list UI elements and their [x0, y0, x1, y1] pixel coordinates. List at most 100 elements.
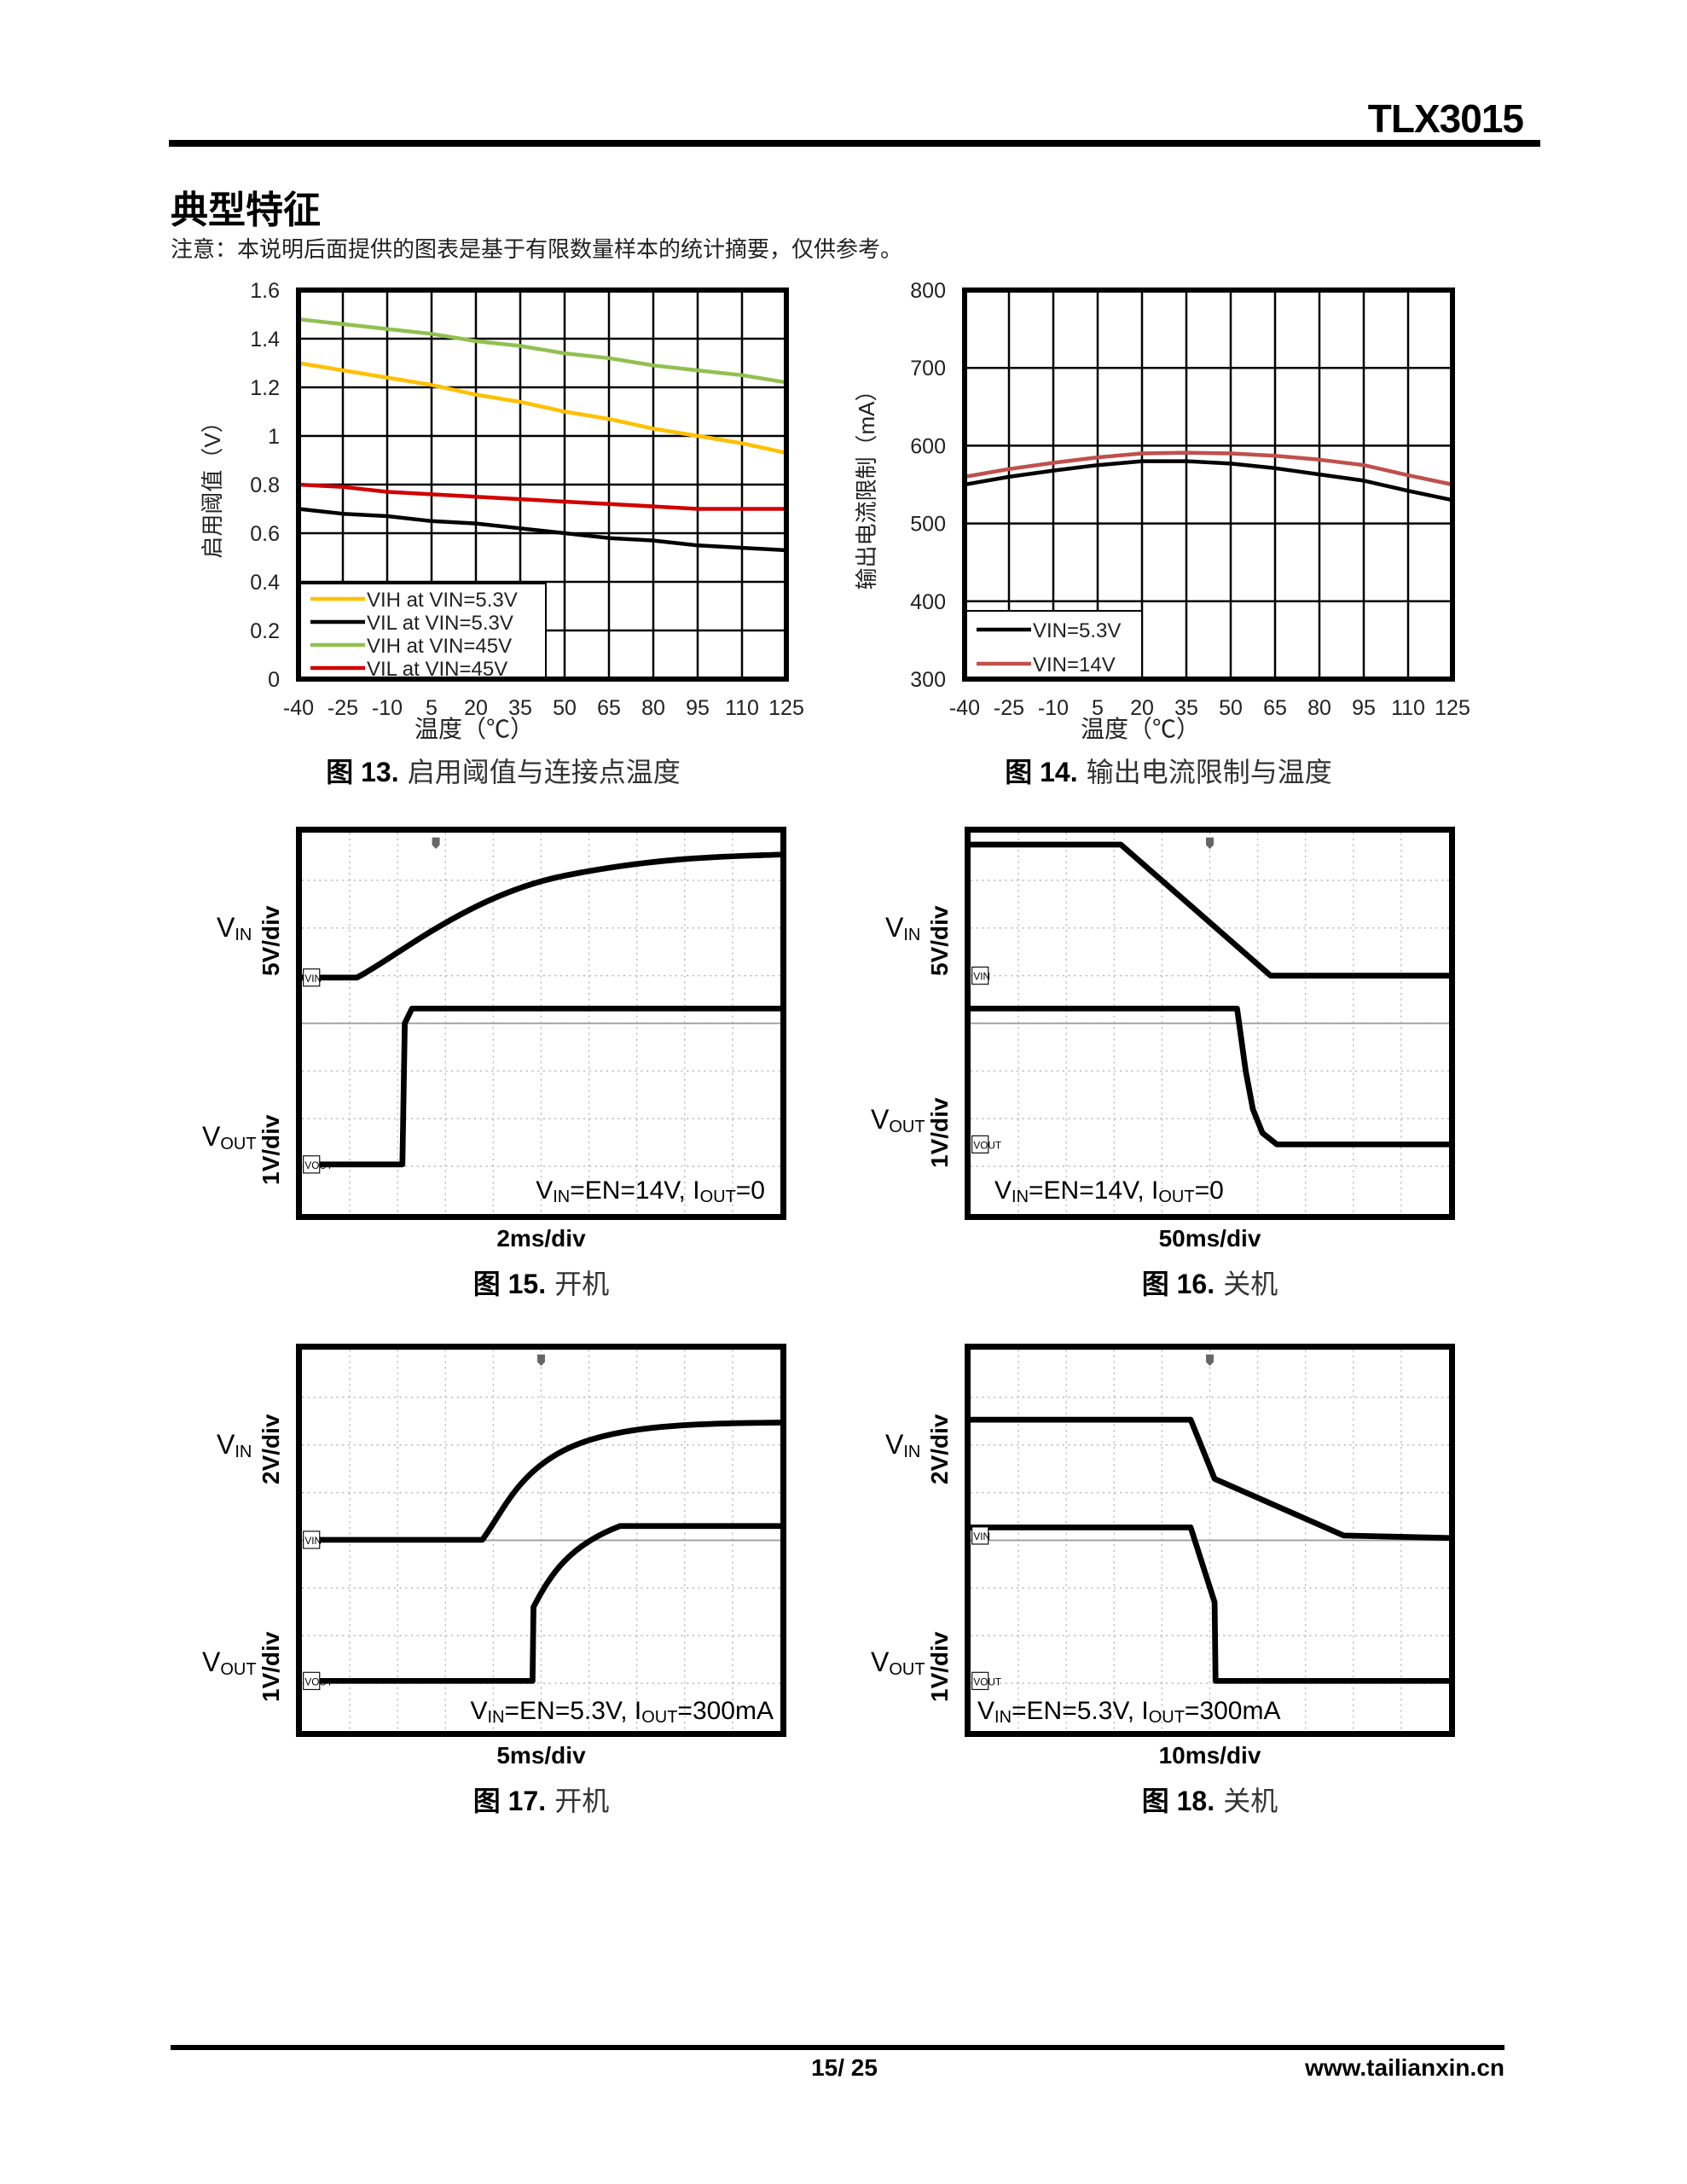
figure-title: 关机	[1223, 1268, 1278, 1300]
x-tick-label: 110	[1391, 696, 1425, 720]
condition-part: =0	[1194, 1176, 1224, 1205]
x-tick-label: 125	[1435, 696, 1470, 720]
test-condition: VIN=EN=5.3V, IOUT=300mA	[471, 1697, 774, 1728]
y-tick-label: 1.4	[250, 328, 280, 351]
x-tick-label: 20	[1130, 696, 1154, 720]
vout-waveform	[309, 1523, 780, 1684]
condition-part: IN	[553, 1188, 571, 1206]
y-tick-label: 500	[910, 513, 946, 537]
figure-title: 开机	[554, 1785, 610, 1817]
ch1-scale: 2V/div	[258, 1414, 284, 1484]
figure-caption-14: 图 14. 输出电流限制与温度	[1005, 756, 1332, 788]
vin-channel-label: VIN	[217, 1429, 252, 1462]
figure-caption: 图 18. 关机	[912, 1780, 1509, 1819]
trigger-marker-icon	[537, 1354, 545, 1366]
series-line	[964, 459, 1453, 502]
figure-number: 图 16.	[1141, 1269, 1215, 1299]
test-condition: VIN=EN=14V, IOUT=0	[994, 1176, 1224, 1207]
x-tick-label: 95	[686, 696, 710, 720]
ch1-marker	[971, 967, 989, 985]
ch2-scale: 1V/div	[258, 1631, 284, 1702]
condition-part: OUT	[699, 1188, 736, 1206]
timebase-label: 2ms/div	[496, 1225, 586, 1252]
vin-waveform	[971, 841, 1449, 979]
note-text: 注意：本说明后面提供的图表是基于有限数量样本的统计摘要，仅供参考。	[171, 237, 903, 263]
x-axis-label: 温度（℃）	[1081, 716, 1200, 742]
legend-label: VIN=14V	[1033, 653, 1116, 677]
ch2-scale: 1V/div	[926, 1631, 953, 1702]
vout-channel-label: VOUT	[871, 1647, 925, 1680]
ch2-marker-label: VOUT	[304, 1676, 333, 1687]
x-tick-label: 65	[597, 696, 621, 720]
vin-label-sub: IN	[903, 926, 921, 944]
ch2-marker	[303, 1155, 321, 1174]
y-axis-label: 输出电流限制（mA）	[854, 379, 879, 590]
legend-label: VIH at VIN=45V	[367, 635, 512, 658]
vout-label-main: V	[871, 1104, 890, 1135]
vout-waveform	[971, 1005, 1449, 1147]
ch1-scale: 2V/div	[926, 1414, 953, 1484]
figure-caption: 图 15. 开机	[243, 1263, 840, 1302]
x-tick-label: 125	[768, 696, 804, 720]
condition-part: =EN=14V, I	[570, 1176, 700, 1205]
scope-screen: VIN VOUT VIN=EN=14V, IOUT=0	[965, 827, 1455, 1220]
condition-part: =300mA	[677, 1697, 774, 1725]
page-number: 15/ 25	[811, 2054, 878, 2081]
x-tick-label: -25	[994, 696, 1024, 720]
y-tick-label: 1	[268, 425, 280, 449]
footer-rule	[171, 2045, 1504, 2050]
figure-caption: 图 17. 开机	[243, 1780, 840, 1819]
plot-frame	[962, 288, 1455, 682]
figure-caption-13: 图 13. 启用阈值与连接点温度	[326, 756, 681, 788]
condition-part: =EN=5.3V, I	[504, 1697, 642, 1725]
ch2-marker-label: VOUT	[973, 1140, 1001, 1151]
condition-part: OUT	[1158, 1188, 1195, 1206]
chart-fig13: 0 0.2 0.4 0.6 0.8 1 1.2 1.4 1.6 -40 -25 -10 5 20 35 50 6…	[200, 279, 804, 742]
vin-label-sub: IN	[235, 926, 252, 944]
figure-title: 关机	[1223, 1785, 1278, 1817]
series-line	[298, 482, 786, 511]
ch1-marker-label: VIN	[304, 973, 322, 985]
legend-label: VIH at VIN=5.3V	[367, 589, 518, 612]
condition-part: =300mA	[1184, 1697, 1281, 1725]
x-tick-label: 20	[464, 696, 488, 720]
condition-part: IN	[1012, 1188, 1029, 1206]
x-tick-label: 95	[1352, 696, 1376, 720]
vout-channel-label: VOUT	[202, 1647, 257, 1680]
plot-frame	[296, 288, 789, 682]
y-tick-label: 0.2	[250, 619, 280, 643]
ch2-scale: 1V/div	[926, 1097, 953, 1168]
vout-label-main: V	[202, 1121, 221, 1152]
y-tick-label: 0.4	[250, 571, 280, 595]
y-tick-label: 600	[910, 434, 946, 458]
vin-label-main: V	[885, 912, 904, 943]
x-tick-label: 80	[641, 696, 665, 720]
document-id: TLX3015	[1367, 96, 1524, 141]
vin-channel-label: VIN	[885, 912, 920, 945]
x-tick-label: 65	[1263, 696, 1287, 720]
trigger-marker-icon	[1206, 837, 1214, 849]
x-tick-label: 35	[508, 696, 532, 720]
y-tick-label: 1.6	[250, 279, 280, 303]
x-tick-label: -40	[949, 696, 980, 720]
ch2-scale: 1V/div	[258, 1114, 284, 1185]
legend-label: VIN=5.3V	[1033, 619, 1121, 642]
ch1-marker-label: VIN	[973, 1531, 990, 1542]
test-condition: VIN=EN=5.3V, IOUT=300mA	[977, 1697, 1281, 1728]
x-tick-label: -25	[328, 696, 358, 720]
vout-label-sub: OUT	[220, 1135, 257, 1153]
condition-part: V	[536, 1176, 554, 1205]
ch2-marker	[971, 1671, 989, 1690]
test-condition: VIN=EN=14V, IOUT=0	[536, 1176, 765, 1207]
vin-channel-label: VIN	[217, 912, 252, 945]
y-tick-label: 0	[268, 668, 280, 692]
condition-part: OUT	[641, 1708, 678, 1727]
x-tick-label: -10	[372, 696, 403, 720]
condition-part: V	[977, 1697, 995, 1725]
vin-label-sub: IN	[903, 1443, 921, 1461]
scope-screen: VIN VOUT VIN=EN=5.3V, IOUT=300mA	[296, 1344, 786, 1737]
figure-caption: 图 16. 关机	[912, 1263, 1509, 1302]
x-tick-label: 35	[1174, 696, 1198, 720]
vout-label-main: V	[871, 1647, 890, 1677]
